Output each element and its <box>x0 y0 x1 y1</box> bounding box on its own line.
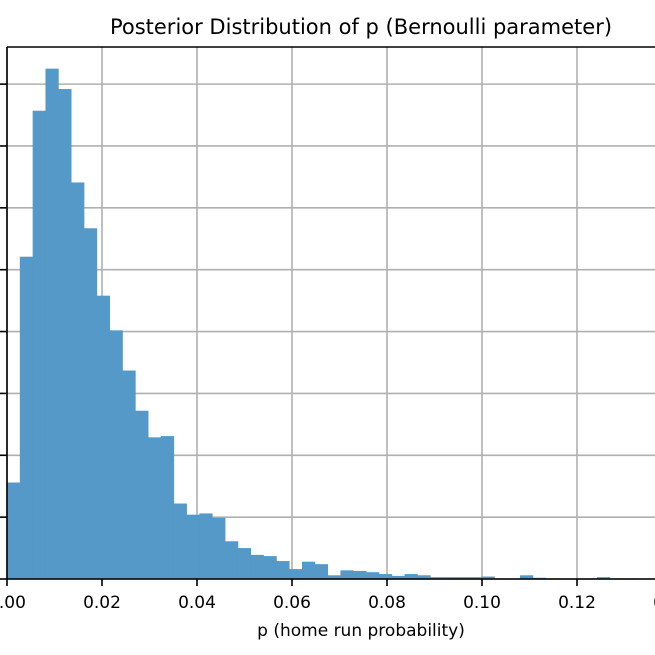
histogram-bar <box>109 330 123 579</box>
histogram-bar <box>135 410 149 579</box>
histogram-bar <box>366 572 380 579</box>
histogram-bar <box>276 561 290 579</box>
x-tick-label: 0.14 <box>653 593 655 613</box>
histogram-bar <box>596 577 611 579</box>
histogram-bar <box>443 577 457 579</box>
histogram-bar <box>173 503 187 579</box>
histogram-bar <box>263 556 277 579</box>
y-ticks <box>0 83 7 580</box>
histogram-bar <box>96 295 110 579</box>
x-axis-label: p (home run probability) <box>257 621 465 641</box>
histogram-bar <box>83 228 98 579</box>
axes <box>6 46 655 580</box>
histogram-bar <box>7 482 21 579</box>
x-tick-label: 0.04 <box>178 593 216 613</box>
histogram-bar <box>353 570 367 579</box>
histogram-bar <box>340 570 354 579</box>
x-tick-label: 0.08 <box>368 593 406 613</box>
x-tick-label: 0.00 <box>0 593 26 613</box>
histogram-bar <box>520 575 534 579</box>
histogram-bar <box>45 68 59 580</box>
chart-title: Posterior Distribution of p (Bernoulli p… <box>110 15 612 39</box>
histogram-bar <box>327 575 341 579</box>
histogram-bar <box>250 554 264 579</box>
histogram-bar <box>481 576 495 579</box>
histogram-bar <box>378 574 393 579</box>
histogram-bar <box>122 370 136 579</box>
histogram-bar <box>186 514 200 579</box>
x-ticks: 0.00 0.02 0.04 0.06 0.08 0.10 0.12 0.14 <box>0 579 655 613</box>
histogram-bar <box>417 575 431 579</box>
histogram-bar <box>237 548 252 579</box>
histogram-bar <box>455 577 470 579</box>
histogram-bar <box>391 575 405 579</box>
x-tick-label: 0.10 <box>463 593 501 613</box>
x-tick-label: 0.02 <box>83 593 121 613</box>
histogram-bar <box>32 110 46 579</box>
histogram-bar <box>404 574 418 579</box>
histogram-bar <box>71 182 85 579</box>
histogram-bar <box>199 513 213 579</box>
histogram-bar <box>289 569 303 579</box>
histogram-bar <box>430 577 444 579</box>
histogram-bar <box>19 256 34 579</box>
x-tick-label: 0.06 <box>273 593 311 613</box>
x-tick-label: 0.12 <box>558 593 596 613</box>
histogram-bar <box>148 437 162 579</box>
histogram-bar <box>314 564 329 579</box>
histogram-bar <box>301 561 316 579</box>
histogram-bar <box>160 436 175 579</box>
histogram-bar <box>468 577 482 579</box>
histogram-bars <box>7 68 636 580</box>
histogram-bar <box>58 89 72 579</box>
histogram-bar <box>225 541 239 579</box>
histogram-bar <box>212 517 226 579</box>
